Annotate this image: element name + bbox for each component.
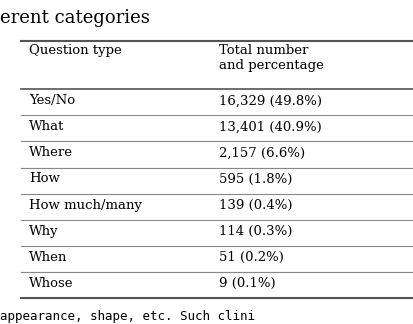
Text: 595 (1.8%): 595 (1.8%) [219, 172, 292, 185]
Text: How: How [29, 172, 60, 185]
Text: Total number
and percentage: Total number and percentage [219, 44, 323, 72]
Text: When: When [29, 251, 67, 264]
Text: What: What [29, 121, 64, 133]
Text: Where: Where [29, 146, 73, 159]
Text: How much/many: How much/many [29, 199, 142, 212]
Text: Whose: Whose [29, 277, 73, 290]
Text: 13,401 (40.9%): 13,401 (40.9%) [219, 121, 321, 133]
Text: 139 (0.4%): 139 (0.4%) [219, 199, 292, 212]
Text: Question type: Question type [29, 44, 121, 57]
Text: Yes/No: Yes/No [29, 94, 75, 107]
Text: 9 (0.1%): 9 (0.1%) [219, 277, 275, 290]
Text: 2,157 (6.6%): 2,157 (6.6%) [219, 146, 305, 159]
Text: 114 (0.3%): 114 (0.3%) [219, 225, 292, 237]
Text: erent categories: erent categories [0, 9, 150, 28]
Text: appearance, shape, etc. Such clini: appearance, shape, etc. Such clini [0, 310, 254, 323]
Text: 16,329 (49.8%): 16,329 (49.8%) [219, 94, 322, 107]
Text: Why: Why [29, 225, 59, 237]
Text: 51 (0.2%): 51 (0.2%) [219, 251, 284, 264]
